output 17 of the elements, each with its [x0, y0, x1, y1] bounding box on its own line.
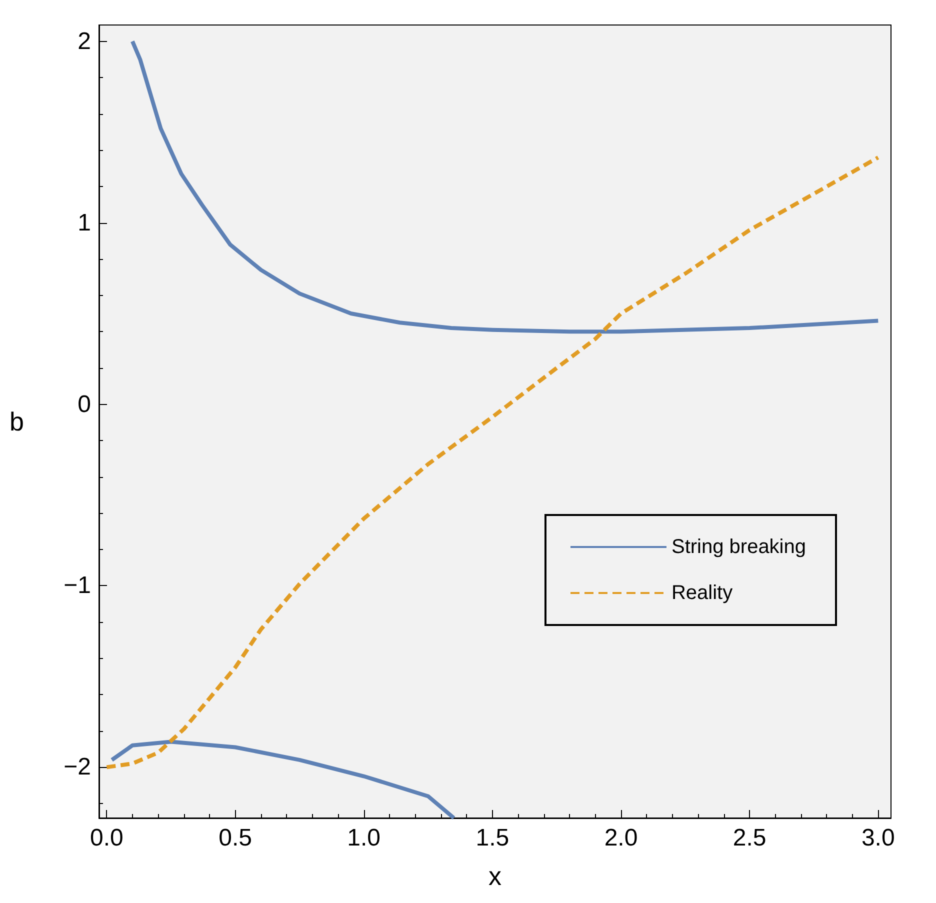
y-axis-title: b [10, 406, 24, 436]
x-tick-label: 1.5 [476, 824, 510, 852]
x-tick-label: 0.5 [218, 824, 252, 852]
line-series [104, 155, 880, 770]
y-tick-label: 2 [78, 28, 91, 55]
y-tick-label: −2 [64, 754, 91, 781]
x-tick-label: 2.5 [732, 824, 766, 852]
x-tick-label: 0.0 [90, 824, 124, 852]
x-axis-title: x [488, 861, 502, 891]
legend-label: Reality [671, 582, 733, 604]
y-tick-label: 1 [78, 209, 91, 236]
x-tick-label: 3.0 [861, 824, 895, 852]
x-tick-label: 2.0 [604, 824, 638, 852]
y-tick-label: −1 [64, 572, 91, 600]
x-tick-label: 1.0 [347, 824, 381, 852]
legend-label: String breaking [671, 536, 806, 558]
y-tick-label: 0 [78, 390, 91, 418]
